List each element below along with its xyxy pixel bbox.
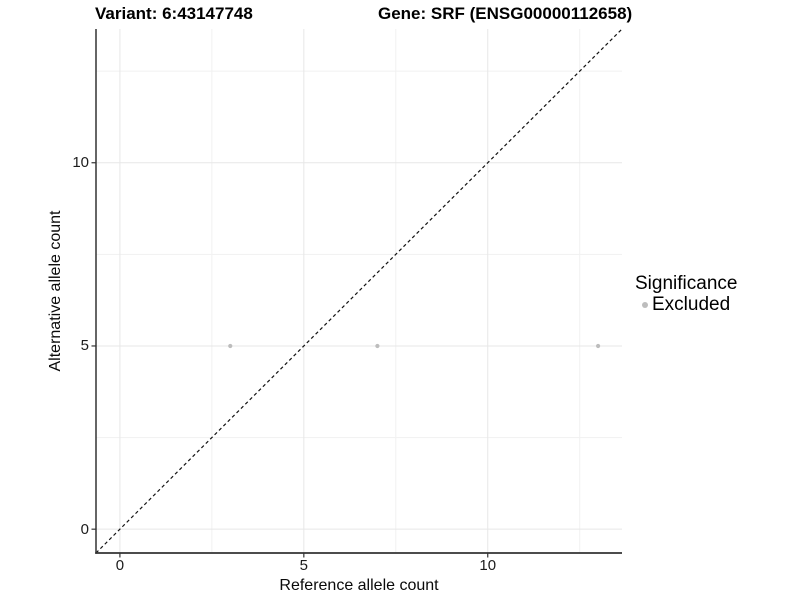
data-point	[375, 343, 380, 349]
excluded-point-swatch-icon	[642, 301, 648, 308]
data-point	[595, 343, 601, 349]
y-tick-label: 0	[80, 520, 89, 538]
legend-item-label: Excluded	[652, 294, 731, 315]
data-point	[228, 343, 233, 349]
plot-title-variant: Variant: 6:43147748	[95, 4, 253, 23]
legend: Significance Excluded	[635, 273, 737, 315]
x-tick-label: 0	[115, 557, 125, 574]
x-tick-label: 5	[299, 557, 308, 574]
legend-title: Significance	[635, 273, 738, 294]
y-tick-label: 5	[80, 337, 89, 355]
y-tick-label: 10	[72, 154, 89, 172]
plot-title-gene: Gene: SRF (ENSG00000112658)	[378, 4, 633, 23]
identity-dashed-line	[95, 28, 623, 554]
x-axis-title: Reference allele count	[279, 577, 439, 594]
legend-item-excluded: Excluded	[635, 294, 737, 315]
x-tick-label: 10	[479, 557, 497, 574]
